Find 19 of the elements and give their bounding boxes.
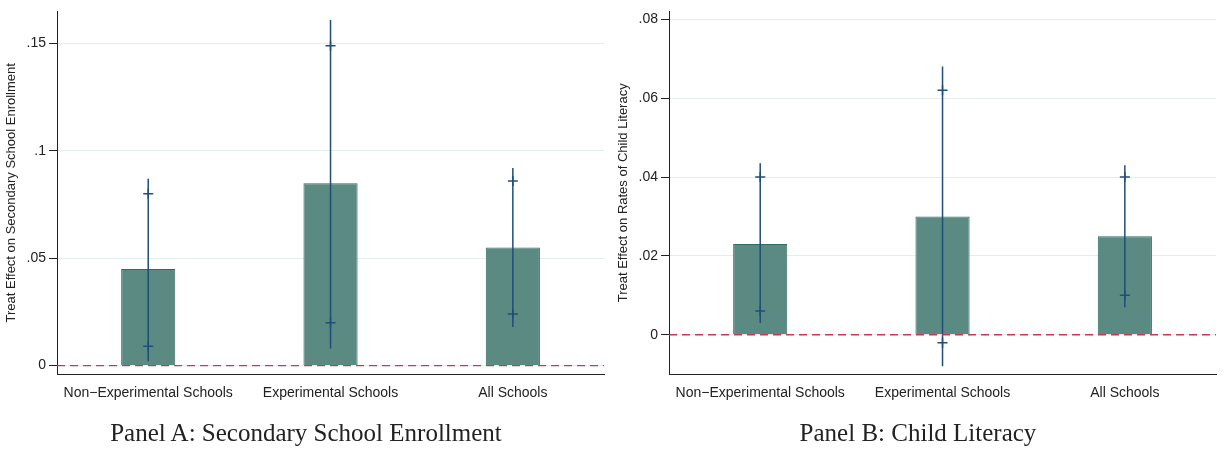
text: Panel B: Child Literacy [798, 419, 1038, 447]
y-tick-label: .02 [638, 246, 659, 263]
x-tick-label: Non−Experimental Schools [63, 384, 233, 401]
text: Panel A: Secondary School Enrollment [109, 419, 503, 447]
y-axis-title: Treat Effect on Secondary School Enrollment [3, 62, 19, 323]
y-tick-label: 0 [38, 356, 47, 373]
x-tick-label: Non−Experimental Schools [675, 384, 845, 401]
y-tick-label: .1 [34, 141, 47, 158]
x-tick-label: All Schools [478, 384, 548, 401]
y-tick-label: .08 [638, 10, 659, 27]
y-axis-title: Treat Effect on Rates of Child Literacy [615, 82, 631, 303]
y-tick-label: .06 [638, 89, 659, 106]
x-tick-label: Experimental Schools [874, 384, 1011, 401]
x-tick-label: All Schools [1090, 384, 1160, 401]
y-tick-label: 0 [650, 325, 659, 342]
x-tick-label: Experimental Schools [262, 384, 399, 401]
y-tick-label: .05 [26, 249, 47, 266]
y-tick-label: .04 [638, 167, 659, 184]
y-tick-label: .15 [26, 34, 47, 51]
